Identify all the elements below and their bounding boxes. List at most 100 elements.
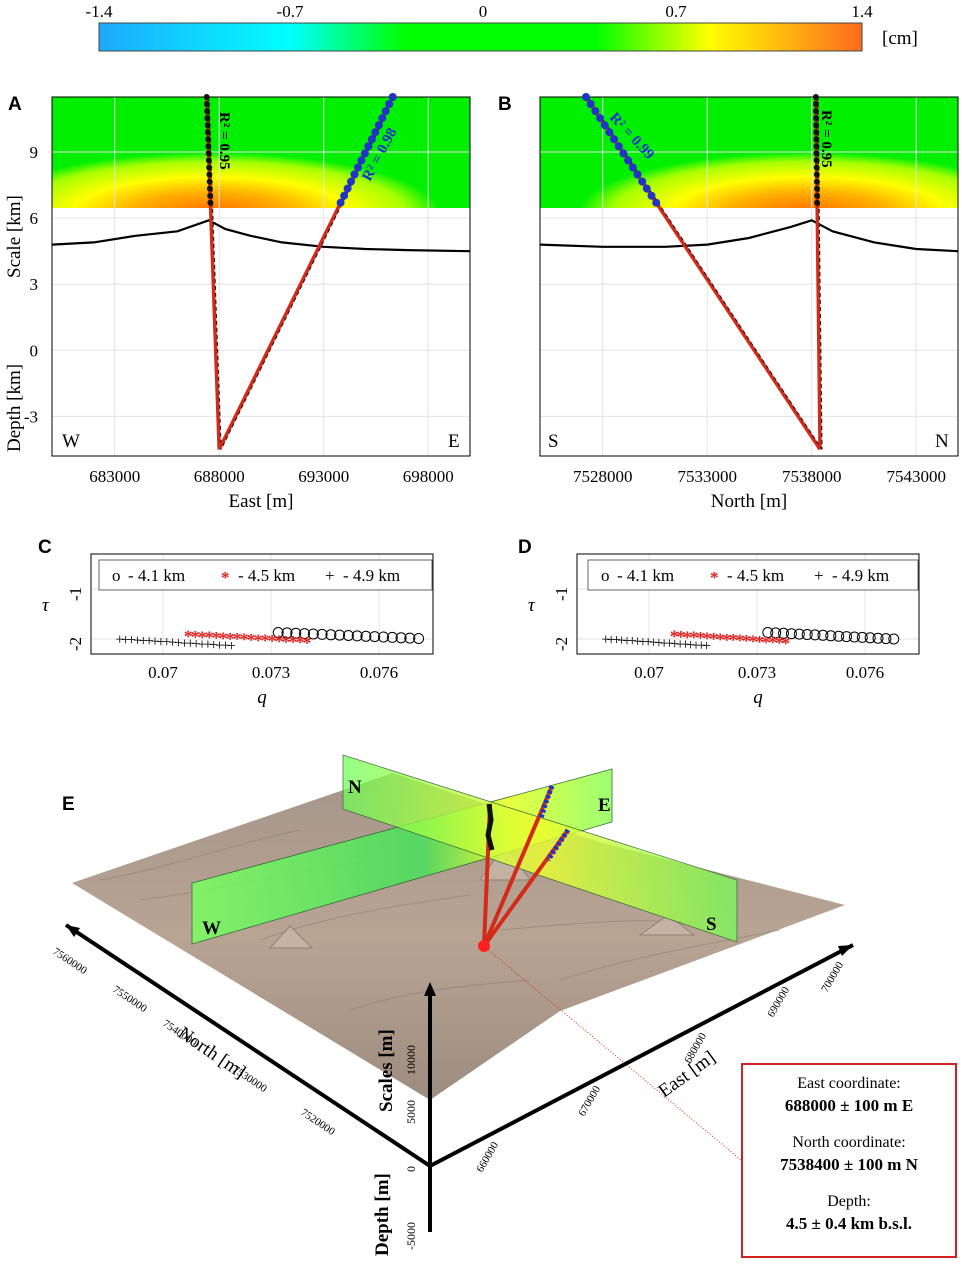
source-point (478, 940, 490, 952)
marker-plus: + (133, 633, 142, 650)
black_fit-point (205, 157, 212, 164)
blue_fit-point (647, 191, 656, 200)
marker-star: * (198, 627, 207, 647)
panel-c-legend (98, 559, 433, 591)
marker-plus: + (121, 632, 130, 649)
marker-plus: + (180, 635, 189, 652)
colorbar-tick: 0 (479, 2, 488, 21)
marker-plus: + (665, 636, 674, 653)
black_fit-point (204, 129, 211, 136)
marker-star: * (296, 633, 305, 653)
legend-marker-circle: o (112, 566, 121, 585)
blue_fit-point (605, 128, 614, 137)
marker-circle (395, 632, 407, 644)
blue_fit-point (614, 142, 623, 151)
black_fit-point (205, 136, 212, 143)
black_fit-point (204, 122, 211, 129)
blue_fit-point (388, 93, 397, 101)
black_fit-dashed (208, 96, 222, 450)
panel-d: D 0.07 0.073 0.076-1-2 ******************+… (518, 537, 920, 708)
blue_fit-point (610, 135, 619, 144)
x-tick-label: 688000 (194, 467, 245, 486)
panel-d-legend (587, 559, 919, 591)
marker-star: * (219, 628, 228, 648)
black_fit-point (204, 115, 211, 122)
panel-a-east-label: E (448, 431, 460, 452)
legend-label-49: - 4.9 km (832, 566, 889, 585)
plane-south-north (342, 754, 738, 943)
y-tick-label: -1 (66, 587, 85, 601)
marker-star: * (749, 631, 758, 651)
panel-b-ticks: 7528000 7533000 7538000 7543000 (573, 467, 946, 486)
black_fit-point (206, 164, 213, 171)
marker-star: * (689, 628, 698, 648)
marker-circle (378, 631, 389, 643)
blue_fit-point (582, 93, 590, 101)
marker-star: * (676, 627, 685, 647)
marker-plus: + (638, 634, 647, 651)
marker-star: * (670, 627, 679, 647)
legend-label-41: - 4.1 km (128, 566, 185, 585)
marker-plus: + (203, 637, 212, 654)
panel-a: A 683000 688000 693000 698000 9 6 3 0 -3 Depth [… (4, 93, 471, 512)
blue_fit-point (633, 170, 642, 179)
marker-circle (809, 629, 821, 641)
marker-plus: + (628, 633, 637, 650)
blue_fit-point (600, 121, 609, 130)
blue_fit-point (624, 156, 633, 165)
marker-circle (888, 633, 900, 645)
legend-label-45: - 4.5 km (238, 566, 295, 585)
marker-plus: + (691, 637, 700, 654)
marker-plus: + (221, 638, 230, 655)
marker-circle (825, 630, 837, 642)
y-tick-label: -3 (24, 407, 38, 426)
panel-d-xlabel: q (753, 687, 763, 708)
marker-star: * (709, 629, 718, 649)
panel-c-ylabel: τ (42, 595, 50, 616)
marker-star: * (233, 629, 242, 649)
marker-circle (864, 632, 876, 644)
marker-circle (325, 629, 337, 641)
blue_fit-point (350, 170, 359, 179)
panel-a-ticks: 683000 688000 693000 698000 9 6 3 0 -3 (24, 143, 454, 486)
panel-d-marks: ******************++++++++++++++++++++ (601, 627, 900, 655)
marker-circle (351, 630, 363, 642)
marker-circle (290, 627, 302, 639)
colorbar-unit: [cm] (882, 28, 918, 49)
x-tick-label: 0.073 (738, 663, 776, 682)
vert-tick: 0 (404, 1166, 418, 1172)
east-axis (429, 943, 854, 1168)
marker-circle (404, 632, 416, 644)
panel-a-ylabel-scale: Scale [km] (4, 195, 25, 278)
marker-plus: + (644, 634, 653, 651)
marker-star: * (240, 630, 249, 650)
north-axis (64, 923, 432, 1168)
x-tick-label: 0.07 (634, 663, 664, 682)
north-tick: 7560000 (50, 946, 89, 978)
blue_fit-point (343, 184, 352, 193)
black_fit-point (813, 115, 820, 122)
north-tick: 7520000 (298, 1107, 337, 1139)
panel-a-r2-black: R² = 0.95 (216, 112, 232, 170)
blue_fit-point (619, 149, 628, 158)
panel-b-south-label: S (548, 431, 559, 452)
marker-star: * (768, 633, 777, 653)
depth-value: 4.5 ± 0.4 km b.s.l. (786, 1214, 912, 1233)
black_fit-point (813, 101, 819, 107)
blue_fit-point (347, 177, 355, 186)
marker-star: * (722, 630, 731, 650)
marker-star: * (268, 631, 277, 651)
marker-plus: + (186, 636, 195, 653)
panel-letter-e: E (62, 794, 75, 815)
marker-circle (360, 630, 372, 642)
blue_fit-point (586, 100, 595, 108)
panel-letter-b: B (498, 94, 512, 115)
panel-c-xlabel: q (257, 687, 267, 708)
blue_fit-point (381, 107, 390, 116)
y-tick-label: 3 (30, 275, 39, 294)
marker-circle (762, 627, 774, 638)
ray-blue-east (482, 785, 554, 947)
panel-b-north-label: N (935, 431, 949, 452)
blue_fit-point (374, 121, 383, 130)
x-tick-label: 7528000 (573, 467, 633, 486)
